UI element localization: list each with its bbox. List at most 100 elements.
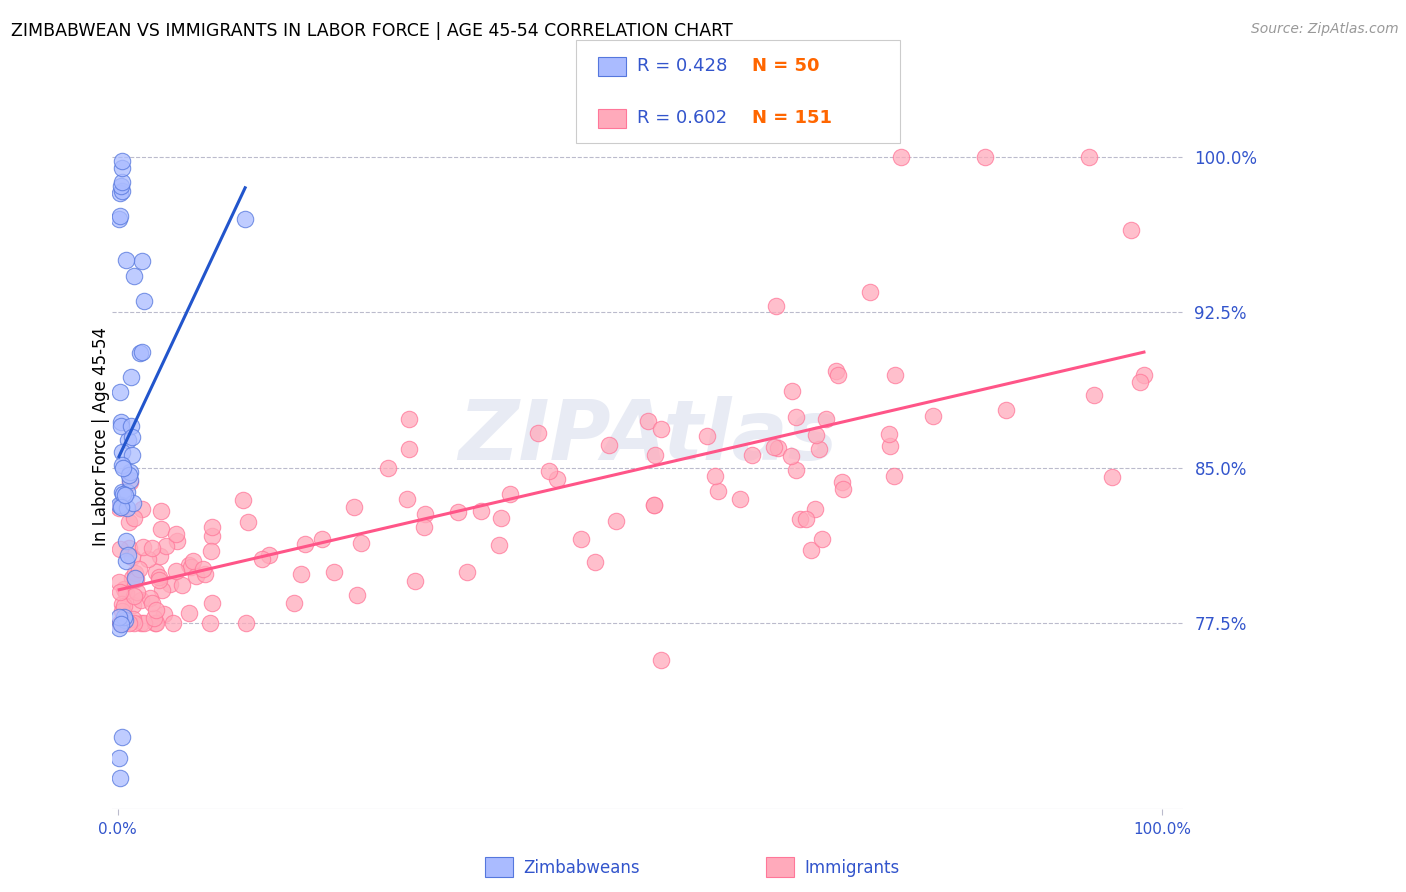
Point <box>404 574 426 589</box>
Point <box>884 368 907 382</box>
Point <box>112 610 135 624</box>
Point <box>765 299 787 313</box>
Point <box>148 574 170 588</box>
Point <box>125 572 148 586</box>
Point <box>114 614 136 628</box>
Point <box>121 430 143 444</box>
Point <box>111 445 134 459</box>
Point <box>108 498 131 512</box>
Point <box>114 488 136 502</box>
Point <box>143 611 166 625</box>
Point <box>145 615 167 630</box>
Point <box>921 409 943 423</box>
Point <box>139 591 162 605</box>
Point <box>1133 368 1156 382</box>
Point <box>118 615 141 630</box>
Point <box>111 597 134 611</box>
Point <box>118 467 141 482</box>
Point <box>112 599 135 614</box>
Point <box>122 615 145 630</box>
Point <box>110 418 132 433</box>
Point <box>115 485 138 500</box>
Point <box>143 615 166 630</box>
Point <box>184 569 207 583</box>
Point <box>537 464 560 478</box>
Point <box>120 369 142 384</box>
Point <box>122 495 145 509</box>
Point <box>108 609 131 624</box>
Point <box>117 548 139 562</box>
Point <box>815 412 838 426</box>
Point <box>323 566 346 580</box>
Point <box>148 570 170 584</box>
Point <box>804 502 827 516</box>
Point <box>145 566 167 580</box>
Point <box>121 549 143 564</box>
Point <box>569 533 592 547</box>
Point <box>859 285 882 299</box>
Point <box>121 571 143 585</box>
Point <box>488 538 510 552</box>
Point <box>150 582 173 597</box>
Point <box>111 461 134 475</box>
Text: N = 151: N = 151 <box>752 109 832 128</box>
Point <box>181 554 204 568</box>
Point <box>122 268 145 283</box>
Point <box>108 211 131 226</box>
Point <box>108 574 131 589</box>
Point <box>108 621 131 635</box>
Point <box>115 554 138 568</box>
Point <box>129 593 152 607</box>
Point <box>125 585 148 599</box>
Point <box>785 409 807 424</box>
Point <box>546 472 568 486</box>
Point <box>129 615 152 630</box>
Point <box>346 588 368 602</box>
Point <box>122 612 145 626</box>
Point <box>111 175 134 189</box>
Point <box>110 178 132 193</box>
Point <box>165 564 187 578</box>
Point <box>149 504 172 518</box>
Point <box>191 562 214 576</box>
Point <box>447 505 470 519</box>
Point <box>489 511 512 525</box>
Point <box>1078 150 1101 164</box>
Point <box>110 458 132 472</box>
Point <box>780 384 803 399</box>
Point <box>110 616 132 631</box>
Text: Source: ZipAtlas.com: Source: ZipAtlas.com <box>1251 22 1399 37</box>
Point <box>703 469 725 483</box>
Point <box>811 532 834 546</box>
Point <box>1101 469 1123 483</box>
Point <box>470 504 492 518</box>
Point <box>131 253 153 268</box>
Point <box>232 492 254 507</box>
Point <box>120 418 142 433</box>
Point <box>155 539 177 553</box>
Point <box>831 475 853 490</box>
Point <box>527 425 550 440</box>
Point <box>111 484 134 499</box>
Point <box>415 507 437 521</box>
Point <box>398 442 420 457</box>
Point <box>112 582 135 597</box>
Point <box>124 566 146 580</box>
Point <box>180 560 202 574</box>
Point <box>120 473 142 487</box>
Point <box>890 150 912 164</box>
Point <box>832 483 855 497</box>
Point <box>122 599 145 613</box>
Point <box>111 615 134 630</box>
Point <box>201 520 224 534</box>
Text: Immigrants: Immigrants <box>804 859 900 877</box>
Point <box>120 465 142 479</box>
Point <box>114 534 136 549</box>
Point <box>200 544 222 558</box>
Point <box>877 427 900 442</box>
Point <box>789 512 811 526</box>
Point <box>110 585 132 599</box>
Point <box>131 502 153 516</box>
Point <box>707 484 730 499</box>
Point <box>825 364 848 378</box>
